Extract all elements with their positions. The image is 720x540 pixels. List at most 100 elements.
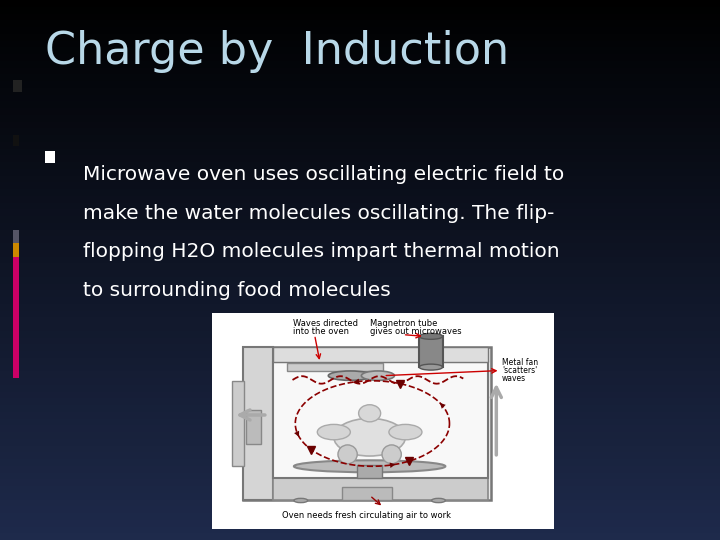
Bar [0, 507, 720, 513]
Bar [0, 372, 720, 378]
Bar [0, 237, 720, 243]
Bar [0, 297, 720, 303]
Bar [0, 519, 720, 526]
Bar [0, 162, 720, 168]
Bar [0, 122, 720, 128]
Bar [287, 363, 383, 370]
Bar [0, 115, 720, 122]
Ellipse shape [419, 364, 443, 370]
Ellipse shape [334, 418, 405, 456]
Ellipse shape [419, 333, 443, 339]
Text: flopping H2O molecules impart thermal motion: flopping H2O molecules impart thermal mo… [83, 242, 559, 261]
Text: 'scatters': 'scatters' [502, 366, 537, 375]
Bar [0, 384, 720, 391]
Text: make the water molecules oscillating. The flip-: make the water molecules oscillating. Th… [83, 204, 554, 222]
Bar [274, 478, 488, 501]
Bar [0, 291, 720, 297]
Bar [0, 216, 720, 222]
Bar [0, 128, 720, 135]
Bar [357, 465, 382, 478]
Bar [0, 513, 720, 519]
Bar [0, 249, 720, 256]
Text: Oven needs fresh circulating air to work: Oven needs fresh circulating air to work [282, 511, 451, 519]
Bar [0, 183, 720, 189]
Bar [0, 324, 720, 330]
Text: gives out microwaves: gives out microwaves [369, 327, 462, 336]
Bar [0, 108, 720, 115]
Bar [0, 148, 720, 156]
Bar [246, 410, 261, 444]
Ellipse shape [294, 498, 307, 503]
Ellipse shape [359, 405, 381, 422]
Ellipse shape [338, 445, 357, 464]
Bar [0, 87, 720, 94]
Bar [0, 472, 720, 480]
Text: to surrounding food molecules: to surrounding food molecules [83, 281, 390, 300]
Bar [0, 378, 720, 384]
Ellipse shape [361, 371, 395, 380]
Bar [0, 392, 720, 399]
Bar [0, 94, 720, 102]
Bar [13, 243, 19, 256]
Bar [13, 230, 19, 243]
Bar [0, 357, 720, 364]
Text: Waves directed: Waves directed [292, 319, 358, 328]
Bar [0, 135, 720, 141]
Bar [0, 176, 720, 183]
Bar [0, 399, 720, 405]
Bar [13, 256, 19, 378]
Text: into the oven: into the oven [292, 327, 348, 336]
Bar [0, 426, 720, 432]
Bar [0, 222, 720, 230]
Bar [0, 338, 720, 345]
Bar [0, 202, 720, 209]
Bar [0, 317, 720, 324]
Bar [212, 313, 554, 529]
Ellipse shape [431, 498, 446, 503]
Bar [0, 534, 720, 540]
Ellipse shape [389, 424, 422, 440]
Bar [0, 102, 720, 108]
Bar [0, 364, 720, 372]
Text: Charge by  Induction: Charge by Induction [45, 30, 510, 73]
Bar [0, 6, 720, 14]
Bar [0, 465, 720, 472]
Bar [0, 303, 720, 310]
Bar [0, 446, 720, 453]
Bar [0, 453, 720, 459]
Bar [0, 256, 720, 263]
Text: Microwave oven uses oscillating electric field to: Microwave oven uses oscillating electric… [83, 165, 564, 184]
Bar [243, 347, 274, 501]
Bar [0, 480, 720, 486]
Bar [0, 526, 720, 534]
Bar [0, 330, 720, 338]
Bar [0, 156, 720, 162]
Bar [0, 432, 720, 438]
Bar [0, 195, 720, 202]
Bar [0, 141, 720, 149]
Bar [0, 263, 720, 270]
Bar [0, 60, 720, 68]
Bar [0, 168, 720, 176]
Bar [0, 243, 720, 249]
Ellipse shape [294, 460, 446, 472]
Bar [0, 0, 720, 6]
Bar [0, 459, 720, 465]
Bar [0, 33, 720, 40]
Text: waves: waves [502, 374, 526, 383]
Bar [243, 347, 491, 501]
Bar [0, 276, 720, 284]
Bar [0, 411, 720, 418]
Bar [342, 487, 392, 501]
Bar [0, 209, 720, 216]
Bar [0, 189, 720, 195]
Ellipse shape [328, 371, 372, 380]
Bar [0, 14, 720, 20]
Text: Metal fan: Metal fan [502, 359, 538, 367]
Bar [0, 345, 720, 351]
Ellipse shape [382, 445, 401, 464]
Bar [0, 40, 720, 47]
Bar [0, 230, 720, 237]
Bar [419, 336, 443, 367]
Bar [0, 81, 720, 87]
